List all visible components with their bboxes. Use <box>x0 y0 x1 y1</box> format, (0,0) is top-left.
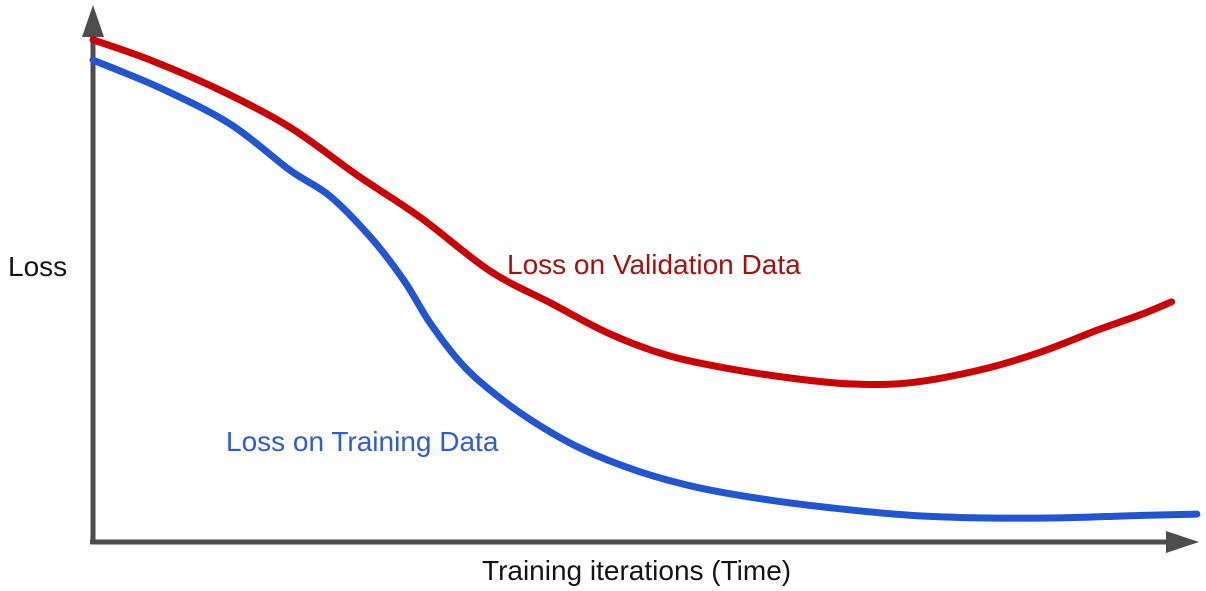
validation-series-label: Loss on Validation Data <box>507 249 801 280</box>
validation-loss-curve <box>89 36 1175 389</box>
x-axis-arrow-icon <box>1166 531 1199 553</box>
x-axis-label: Training iterations (Time) <box>482 555 792 586</box>
y-axis-label: Loss <box>8 251 68 282</box>
training-series-label: Loss on Training Data <box>226 426 499 457</box>
y-axis-arrow-icon <box>82 5 104 37</box>
training-loss-curve <box>89 56 1201 522</box>
